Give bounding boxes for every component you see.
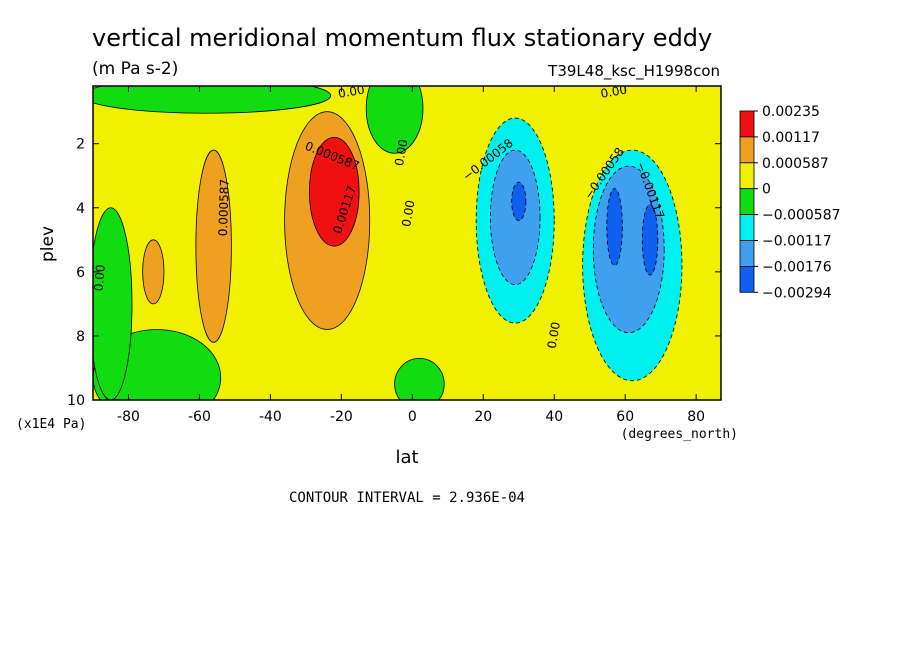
y-axis: 2 4 6 8 10 bbox=[67, 137, 721, 409]
colorbar-swatch-0 bbox=[739, 110, 755, 138]
contour-region-3 bbox=[365, 86, 424, 154]
contour-region-5 bbox=[142, 239, 165, 305]
x-tick-label: 20 bbox=[474, 409, 492, 425]
run-label: T39L48_ksc_H1998con bbox=[547, 62, 720, 81]
y-tick-label: 10 bbox=[67, 393, 85, 409]
colorbar-label-3: 0 bbox=[762, 182, 771, 198]
x-axis: -80 -60 -40 -20 0 20 40 60 80 bbox=[117, 86, 705, 425]
contour-region-15 bbox=[641, 204, 659, 276]
colorbar-label-7: −0.00294 bbox=[762, 285, 832, 301]
contour-fields bbox=[93, 86, 683, 400]
contour-label-10: 0.00 bbox=[599, 82, 628, 100]
y-axis-unit: (x1E4 Pa) bbox=[16, 417, 86, 432]
contour-label-4: 0.000587 bbox=[216, 179, 232, 237]
contour-region-1 bbox=[93, 207, 133, 400]
x-tick-label: -60 bbox=[188, 409, 211, 425]
colorbar-swatch-6 bbox=[739, 265, 755, 293]
contour-label-0: 0.00 bbox=[337, 82, 366, 100]
colorbar-swatch-4 bbox=[739, 214, 755, 241]
contour-region-2 bbox=[93, 86, 332, 114]
contour-label-11: 0.00 bbox=[545, 321, 563, 350]
x-tick-label: 0 bbox=[408, 409, 417, 425]
colorbar-swatch-1 bbox=[739, 136, 755, 164]
contour-label-3: 0.00 bbox=[92, 264, 108, 292]
colorbar-label-1: 0.00117 bbox=[762, 130, 820, 146]
x-tick-label: 60 bbox=[616, 409, 634, 425]
x-axis-unit: (degrees_north) bbox=[621, 427, 738, 442]
colorbar-swatch-3 bbox=[739, 188, 755, 215]
y-tick-label: 6 bbox=[76, 265, 85, 281]
colorbar-label-5: −0.00117 bbox=[762, 234, 832, 250]
y-tick-label: 4 bbox=[76, 201, 85, 217]
contour-region-8 bbox=[309, 136, 360, 247]
colorbar-label-6: −0.00176 bbox=[762, 259, 832, 275]
contour-region-14 bbox=[606, 188, 623, 266]
colorbar-swatch-2 bbox=[739, 162, 755, 190]
contour-label-2: 0.00 bbox=[399, 199, 417, 228]
x-tick-label: 80 bbox=[687, 409, 705, 425]
contour-region-11 bbox=[511, 181, 527, 221]
x-axis-label: lat bbox=[395, 447, 418, 468]
plot-area: 0.000.000.000.000.0005870.0005870.00117−… bbox=[92, 82, 722, 401]
chart-title: vertical meridional momentum flux statio… bbox=[92, 24, 712, 52]
colorbar-label-4: −0.000587 bbox=[762, 208, 841, 224]
contour-interval-text: CONTOUR INTERVAL = 2.936E-04 bbox=[289, 490, 525, 506]
y-tick-label: 2 bbox=[76, 137, 85, 153]
y-axis-label: plev bbox=[38, 226, 58, 262]
plot-frame bbox=[92, 85, 722, 401]
contour-region-6 bbox=[195, 149, 232, 343]
contour-region-4 bbox=[394, 357, 445, 400]
y-tick-label: 8 bbox=[76, 329, 85, 345]
x-tick-label: -40 bbox=[259, 409, 282, 425]
colorbar-swatch-5 bbox=[739, 240, 755, 267]
chart-units: (m Pa s-2) bbox=[92, 59, 178, 79]
contour-label-1: 0.00 bbox=[392, 138, 410, 167]
colorbar-label-0: 0.00235 bbox=[762, 104, 820, 120]
x-tick-label: -80 bbox=[117, 409, 140, 425]
x-tick-label: 40 bbox=[545, 409, 563, 425]
x-tick-label: -20 bbox=[330, 409, 353, 425]
colorbar-label-2: 0.000587 bbox=[762, 156, 829, 172]
colorbar: 0.00235 0.00117 0.000587 0 −0.000587 −0.00117… bbox=[739, 104, 841, 301]
